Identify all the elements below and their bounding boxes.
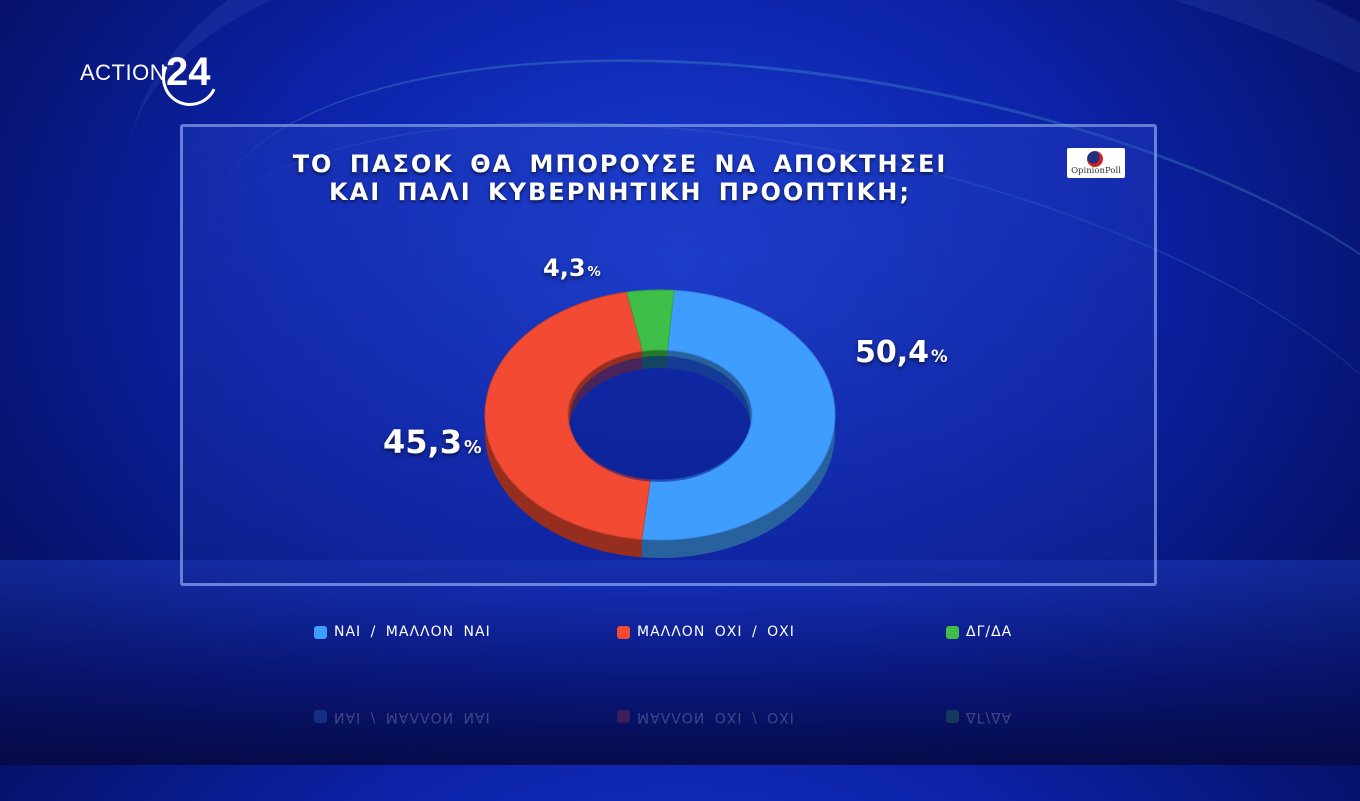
- data-label-1: 45,3%: [383, 423, 482, 461]
- channel-logo: ACTION 24: [80, 42, 230, 114]
- donut-chart: [484, 289, 836, 558]
- data-label-2: 4,3%: [543, 254, 601, 282]
- legend-reflection: ΝΑΙ / ΜΑΛΛΟΝ ΝΑΙ ΜΑΛΛΟΝ ΟΧΙ / ΟΧΙ ΔΓ/ΔΑ: [0, 703, 1360, 725]
- logo-number: 24: [166, 50, 211, 94]
- legend-swatch-0: [314, 625, 327, 639]
- legend-label-0: ΝΑΙ / ΜΑΛΛΟΝ ΝΑΙ: [334, 624, 491, 640]
- chart-title-line-1: ΤΟ ΠΑΣΟΚ ΘΑ ΜΠΟΡΟΥΣΕ ΝΑ ΑΠΟΚΤΗΣΕΙ: [292, 150, 948, 178]
- data-label-0: 50,4%: [855, 335, 948, 370]
- legend-item-2: ΔΓ/ΔΑ: [946, 624, 1012, 640]
- pollster-name: OpinionPoll: [1071, 166, 1121, 176]
- chart-title-line-2: ΚΑΙ ΠΑΛΙ ΚΥΒΕΡΝΗΤΙΚΗ ΠΡΟΟΠΤΙΚΗ;: [329, 178, 911, 206]
- legend-item-0: ΝΑΙ / ΜΑΛΛΟΝ ΝΑΙ: [314, 624, 491, 640]
- legend-label-1: ΜΑΛΛΟΝ ΟΧΙ / ΟΧΙ: [637, 624, 795, 640]
- pollster-logo-icon: [1087, 151, 1103, 167]
- legend-item-1: ΜΑΛΛΟΝ ΟΧΙ / ΟΧΙ: [617, 624, 795, 640]
- pollster-logo: OpinionPoll: [1067, 148, 1125, 178]
- legend-swatch-2: [946, 625, 959, 639]
- donut-hole: [570, 356, 750, 482]
- legend-label-2: ΔΓ/ΔΑ: [966, 624, 1013, 640]
- logo-text: ACTION: [80, 60, 167, 85]
- slice-2: [626, 289, 675, 352]
- legend-swatch-1: [617, 625, 630, 639]
